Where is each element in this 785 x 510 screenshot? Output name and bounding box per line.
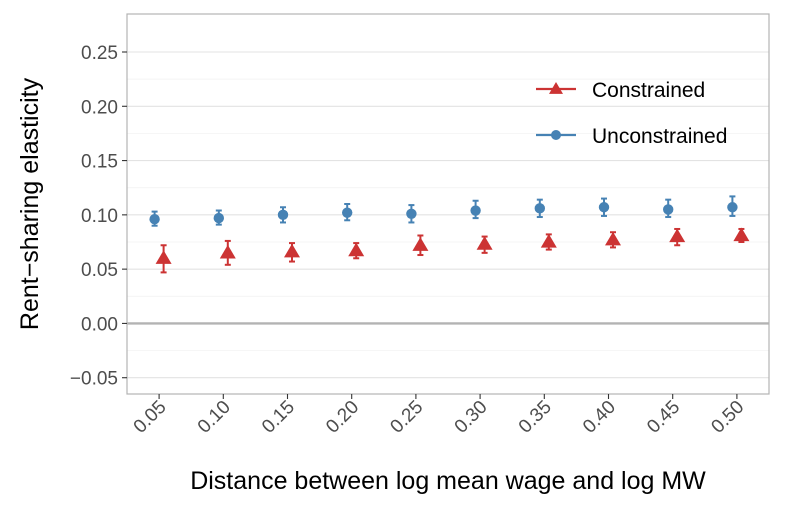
legend-item-constrained: Constrained [536,79,705,102]
x-tick-label: 0.30 [451,397,492,438]
point-constrained [669,228,686,243]
x-tick-label: 0.15 [258,397,299,438]
point-unconstrained [663,204,674,215]
legend-label-unconstrained: Unconstrained [592,125,727,148]
x-tick-label: 0.05 [130,397,171,438]
point-constrained [733,227,750,242]
x-tick-label: 0.10 [194,397,235,438]
x-tick-label: 0.35 [515,397,556,438]
point-unconstrained [149,214,160,225]
point-constrained [476,236,493,250]
x-tick-label: 0.45 [643,397,684,438]
major-gridlines [127,51,769,379]
point-unconstrained [727,202,738,213]
point-constrained [605,231,621,246]
point-constrained [540,234,557,248]
y-tick-label: 0.10 [81,206,118,227]
point-unconstrained [277,209,289,221]
x-tick-label: 0.40 [579,397,620,438]
point-unconstrained [598,202,610,213]
point-unconstrained [342,207,353,218]
point-constrained [155,250,172,264]
point-constrained [412,237,429,251]
data-series [149,195,750,274]
legend: Constrained Unconstrained [536,79,727,148]
point-constrained [284,243,300,258]
x-tick-label: 0.20 [322,397,363,438]
point-constrained [219,244,236,259]
legend-label-constrained: Constrained [592,79,705,102]
y-tick-label: 0.20 [81,97,118,118]
point-unconstrained [213,212,224,224]
y-tick-label: −0.05 [70,369,118,390]
x-axis-title: Distance between log mean wage and log M… [190,467,706,495]
legend-key-marker-constrained [549,82,563,94]
y-tick-label: 0.25 [81,43,118,64]
legend-key-marker-unconstrained [551,130,561,140]
point-unconstrained [470,205,481,216]
legend-item-unconstrained: Unconstrained [536,125,727,148]
x-axis-ticks: 0.05 0.10 0.15 0.20 0.25 0.30 0.35 0.40 0.45 0.50 [130,394,748,438]
series-constrained [155,227,750,274]
y-axis-title: Rent−sharing elasticity [16,77,44,330]
y-tick-label: 0.05 [81,260,118,281]
y-tick-label: 0.15 [81,152,118,173]
panel-background [127,14,769,394]
point-constrained [348,242,365,257]
y-tick-label: 0.00 [81,314,118,335]
x-tick-label: 0.25 [386,397,427,438]
point-unconstrained [534,203,545,214]
x-tick-label: 0.50 [707,397,748,438]
series-unconstrained [149,195,738,227]
panel-border [126,13,770,395]
minor-gridlines [127,78,769,351]
point-unconstrained [406,208,417,219]
y-axis-ticks: −0.05 0.00 0.05 0.10 0.15 0.20 0.25 [70,43,127,390]
